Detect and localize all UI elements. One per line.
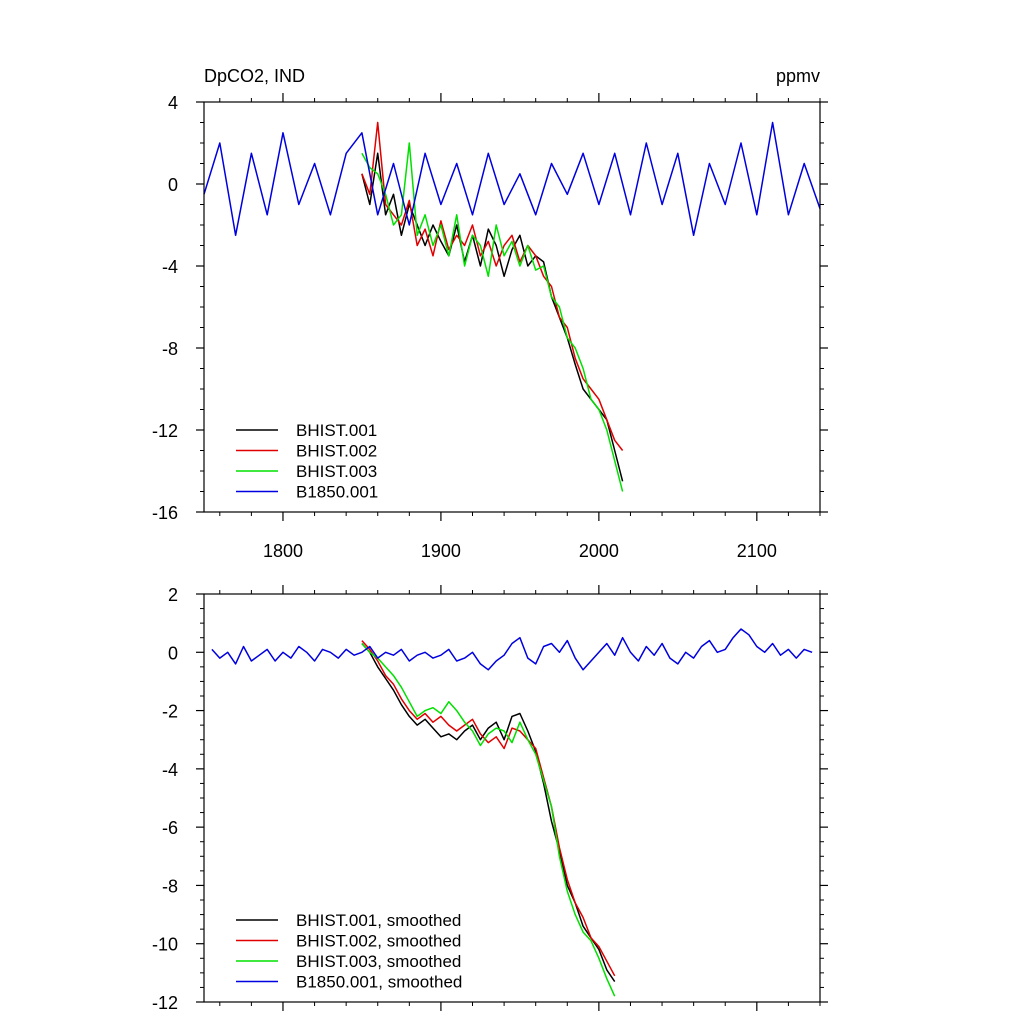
series-line-b1850-001-smoothed: [211, 628, 813, 671]
x-tick-label: 1800: [263, 541, 303, 561]
chart-title: DpCO2, IND: [204, 66, 305, 86]
x-tick-label: 1900: [421, 541, 461, 561]
legend-label: BHIST.002, smoothed: [296, 932, 461, 951]
y-tick-label: -16: [152, 503, 178, 523]
y-tick-label: -8: [162, 339, 178, 359]
series-line-bhist-002: [361, 121, 624, 451]
legend-label: BHIST.001: [296, 421, 377, 440]
y-tick-label: -4: [162, 760, 178, 780]
series-line-b1850-001: [203, 121, 821, 237]
series-line-bhist-001: [361, 152, 624, 482]
legend-label: BHIST.002: [296, 442, 377, 461]
legend-label: B1850.001, smoothed: [296, 973, 462, 992]
y-tick-label: 2: [168, 585, 178, 605]
legend-label: B1850.001: [296, 483, 378, 502]
x-tick-label: 2000: [579, 541, 619, 561]
y-tick-label: -10: [152, 935, 178, 955]
chart-units: ppmv: [776, 66, 820, 86]
series-line-bhist-002-smoothed: [361, 640, 616, 977]
x-tick-label: 2100: [737, 541, 777, 561]
series-line-bhist-003: [361, 142, 624, 492]
y-tick-label: -4: [162, 257, 178, 277]
y-tick-label: -12: [152, 421, 178, 441]
top-panel: -16 -12 -8 -4 0 4 1800 1900 2000 2100 BHIST.001 BHI…: [152, 93, 828, 561]
y-tick-label: 4: [168, 93, 178, 113]
y-tick-label: -2: [162, 702, 178, 722]
y-tick-label: 0: [168, 175, 178, 195]
legend-label: BHIST.003, smoothed: [296, 952, 461, 971]
y-tick-label: -8: [162, 876, 178, 896]
bottom-panel: -12 -10 -8 -6 -4 -2 0 2 BHIST.001, smoothed BHIST…: [152, 585, 828, 1013]
y-tick-label: 0: [168, 643, 178, 663]
legend-label: BHIST.003: [296, 462, 377, 481]
series-line-bhist-003-smoothed: [361, 642, 616, 997]
y-tick-label: -12: [152, 993, 178, 1013]
legend-label: BHIST.001, smoothed: [296, 911, 461, 930]
y-tick-label: -6: [162, 818, 178, 838]
